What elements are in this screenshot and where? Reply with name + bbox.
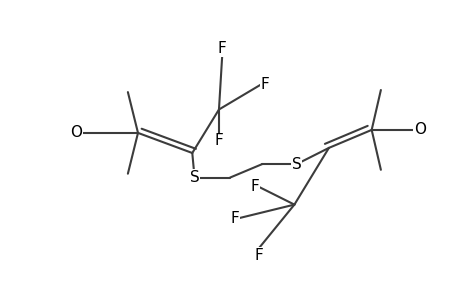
Text: F: F <box>230 211 239 226</box>
Text: F: F <box>214 134 223 148</box>
Text: O: O <box>70 125 82 140</box>
Text: O: O <box>413 122 425 137</box>
Text: F: F <box>217 41 226 56</box>
Text: S: S <box>291 157 301 172</box>
Text: F: F <box>254 248 263 263</box>
Text: S: S <box>189 170 199 185</box>
Text: F: F <box>260 77 269 92</box>
Text: F: F <box>250 179 258 194</box>
